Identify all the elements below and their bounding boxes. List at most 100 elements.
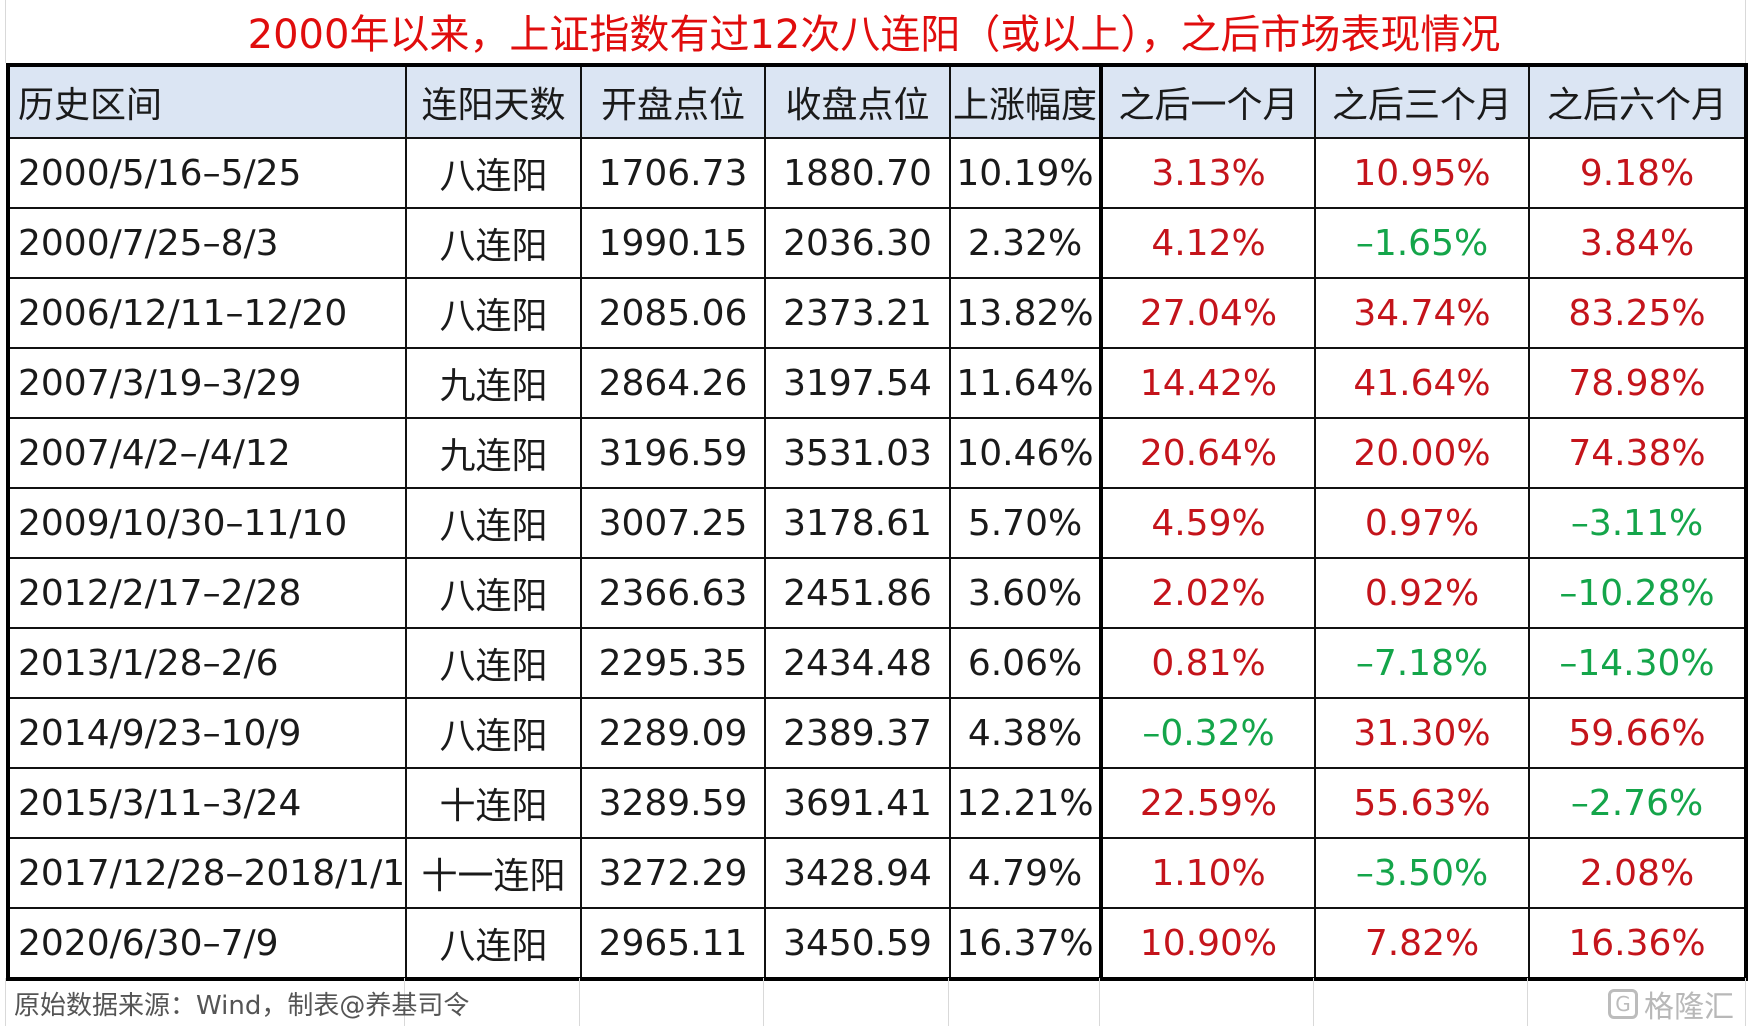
cell-close: 2434.48 bbox=[764, 627, 951, 699]
cell-after-3m: 10.95% bbox=[1314, 137, 1530, 209]
cell-after-1m: 2.02% bbox=[1099, 557, 1316, 629]
cell-after-3m: 55.63% bbox=[1314, 767, 1530, 839]
cell-streak-days: 八连阳 bbox=[405, 277, 582, 349]
table-row: 2009/10/30–11/10 八连阳 3007.25 3178.61 5.70% 4.… bbox=[7, 487, 1747, 559]
table-row: 2013/1/28–2/6 八连阳 2295.35 2434.48 6.06% 0.81%… bbox=[7, 627, 1747, 699]
cell-close: 2389.37 bbox=[764, 697, 951, 769]
cell-after-1m: 27.04% bbox=[1099, 277, 1316, 349]
rally-performance-table: 历史区间 连阳天数 开盘点位 收盘点位 上涨幅度 之后一个月 之后三个月 之后六… bbox=[6, 63, 1748, 981]
cell-after-6m: 74.38% bbox=[1528, 417, 1747, 489]
cell-streak-days: 八连阳 bbox=[405, 627, 582, 699]
cell-close: 3691.41 bbox=[764, 767, 951, 839]
watermark-text: 格隆汇 bbox=[1644, 990, 1734, 1025]
cell-period: 2006/12/11–12/20 bbox=[7, 277, 407, 349]
cell-after-1m: –0.32% bbox=[1099, 697, 1316, 769]
table-row: 2012/2/17–2/28 八连阳 2366.63 2451.86 3.60% 2.02… bbox=[7, 557, 1747, 629]
cell-close: 1880.70 bbox=[764, 137, 951, 209]
cell-period: 2009/10/30–11/10 bbox=[7, 487, 407, 559]
cell-after-6m: 78.98% bbox=[1528, 347, 1747, 419]
cell-after-6m: 2.08% bbox=[1528, 837, 1747, 909]
cell-open: 2965.11 bbox=[580, 907, 766, 980]
header-streak-days: 连阳天数 bbox=[405, 64, 582, 139]
cell-after-3m: 31.30% bbox=[1314, 697, 1530, 769]
cell-after-3m: 34.74% bbox=[1314, 277, 1530, 349]
cell-after-6m: –10.28% bbox=[1528, 557, 1747, 629]
header-open: 开盘点位 bbox=[580, 64, 766, 139]
cell-gain: 10.19% bbox=[949, 137, 1102, 209]
cell-after-3m: –3.50% bbox=[1314, 837, 1530, 909]
cell-open: 2289.09 bbox=[580, 697, 766, 769]
cell-open: 2864.26 bbox=[580, 347, 766, 419]
cell-after-3m: 41.64% bbox=[1314, 347, 1530, 419]
cell-gain: 13.82% bbox=[949, 277, 1102, 349]
sheet-gridlines bbox=[0, 978, 1748, 1026]
cell-streak-days: 十连阳 bbox=[405, 767, 582, 839]
cell-after-3m: 7.82% bbox=[1314, 907, 1530, 980]
cell-after-6m: 16.36% bbox=[1528, 907, 1747, 980]
cell-after-6m: –2.76% bbox=[1528, 767, 1747, 839]
table-row: 2017/12/28–2018/1/12 十一连阳 3272.29 3428.94 4.… bbox=[7, 837, 1747, 909]
table-row: 2015/3/11–3/24 十连阳 3289.59 3691.41 12.21% 22.… bbox=[7, 767, 1747, 839]
header-row: 历史区间 连阳天数 开盘点位 收盘点位 上涨幅度 之后一个月 之后三个月 之后六… bbox=[7, 64, 1747, 139]
table-row: 2000/5/16–5/25 八连阳 1706.73 1880.70 10.19% 3.1… bbox=[7, 137, 1747, 209]
cell-streak-days: 九连阳 bbox=[405, 417, 582, 489]
cell-after-1m: 1.10% bbox=[1099, 837, 1316, 909]
cell-streak-days: 八连阳 bbox=[405, 487, 582, 559]
watermark-logo-icon: G bbox=[1608, 989, 1638, 1019]
cell-after-1m: 3.13% bbox=[1099, 137, 1316, 209]
cell-streak-days: 八连阳 bbox=[405, 207, 582, 279]
cell-gain: 3.60% bbox=[949, 557, 1102, 629]
cell-period: 2000/7/25–8/3 bbox=[7, 207, 407, 279]
cell-open: 3272.29 bbox=[580, 837, 766, 909]
cell-close: 3531.03 bbox=[764, 417, 951, 489]
cell-gain: 4.79% bbox=[949, 837, 1102, 909]
cell-after-1m: 14.42% bbox=[1099, 347, 1316, 419]
table-row: 2007/4/2–/4/12 九连阳 3196.59 3531.03 10.46% 20.… bbox=[7, 417, 1747, 489]
cell-after-1m: 0.81% bbox=[1099, 627, 1316, 699]
cell-gain: 6.06% bbox=[949, 627, 1102, 699]
cell-gain: 2.32% bbox=[949, 207, 1102, 279]
cell-open: 3007.25 bbox=[580, 487, 766, 559]
cell-gain: 12.21% bbox=[949, 767, 1102, 839]
cell-period: 2014/9/23–10/9 bbox=[7, 697, 407, 769]
cell-close: 3197.54 bbox=[764, 347, 951, 419]
cell-gain: 10.46% bbox=[949, 417, 1102, 489]
cell-open: 1706.73 bbox=[580, 137, 766, 209]
table-row: 2014/9/23–10/9 八连阳 2289.09 2389.37 4.38% –0.3… bbox=[7, 697, 1747, 769]
cell-after-1m: 4.12% bbox=[1099, 207, 1316, 279]
cell-gain: 16.37% bbox=[949, 907, 1102, 980]
header-after-6m: 之后六个月 bbox=[1528, 64, 1747, 139]
cell-after-3m: –1.65% bbox=[1314, 207, 1530, 279]
cell-after-6m: –3.11% bbox=[1528, 487, 1747, 559]
cell-close: 2451.86 bbox=[764, 557, 951, 629]
cell-after-6m: 59.66% bbox=[1528, 697, 1747, 769]
cell-open: 1990.15 bbox=[580, 207, 766, 279]
cell-streak-days: 八连阳 bbox=[405, 697, 582, 769]
cell-streak-days: 九连阳 bbox=[405, 347, 582, 419]
cell-after-3m: 0.92% bbox=[1314, 557, 1530, 629]
table-row: 2000/7/25–8/3 八连阳 1990.15 2036.30 2.32% 4.12%… bbox=[7, 207, 1747, 279]
cell-open: 2295.35 bbox=[580, 627, 766, 699]
cell-gain: 5.70% bbox=[949, 487, 1102, 559]
header-close: 收盘点位 bbox=[764, 64, 951, 139]
cell-after-1m: 20.64% bbox=[1099, 417, 1316, 489]
cell-after-6m: –14.30% bbox=[1528, 627, 1747, 699]
cell-after-1m: 10.90% bbox=[1099, 907, 1316, 980]
cell-close: 3428.94 bbox=[764, 837, 951, 909]
cell-close: 3178.61 bbox=[764, 487, 951, 559]
cell-after-3m: –7.18% bbox=[1314, 627, 1530, 699]
cell-streak-days: 十一连阳 bbox=[405, 837, 582, 909]
table-row: 2006/12/11–12/20 八连阳 2085.06 2373.21 13.82% 2… bbox=[7, 277, 1747, 349]
cell-streak-days: 八连阳 bbox=[405, 907, 582, 980]
cell-close: 2036.30 bbox=[764, 207, 951, 279]
cell-after-6m: 9.18% bbox=[1528, 137, 1747, 209]
header-period: 历史区间 bbox=[7, 64, 407, 139]
cell-period: 2015/3/11–3/24 bbox=[7, 767, 407, 839]
cell-after-6m: 3.84% bbox=[1528, 207, 1747, 279]
cell-open: 3289.59 bbox=[580, 767, 766, 839]
cell-period: 2012/2/17–2/28 bbox=[7, 557, 407, 629]
cell-after-6m: 83.25% bbox=[1528, 277, 1747, 349]
header-after-1m: 之后一个月 bbox=[1099, 64, 1316, 139]
cell-period: 2000/5/16–5/25 bbox=[7, 137, 407, 209]
cell-gain: 4.38% bbox=[949, 697, 1102, 769]
